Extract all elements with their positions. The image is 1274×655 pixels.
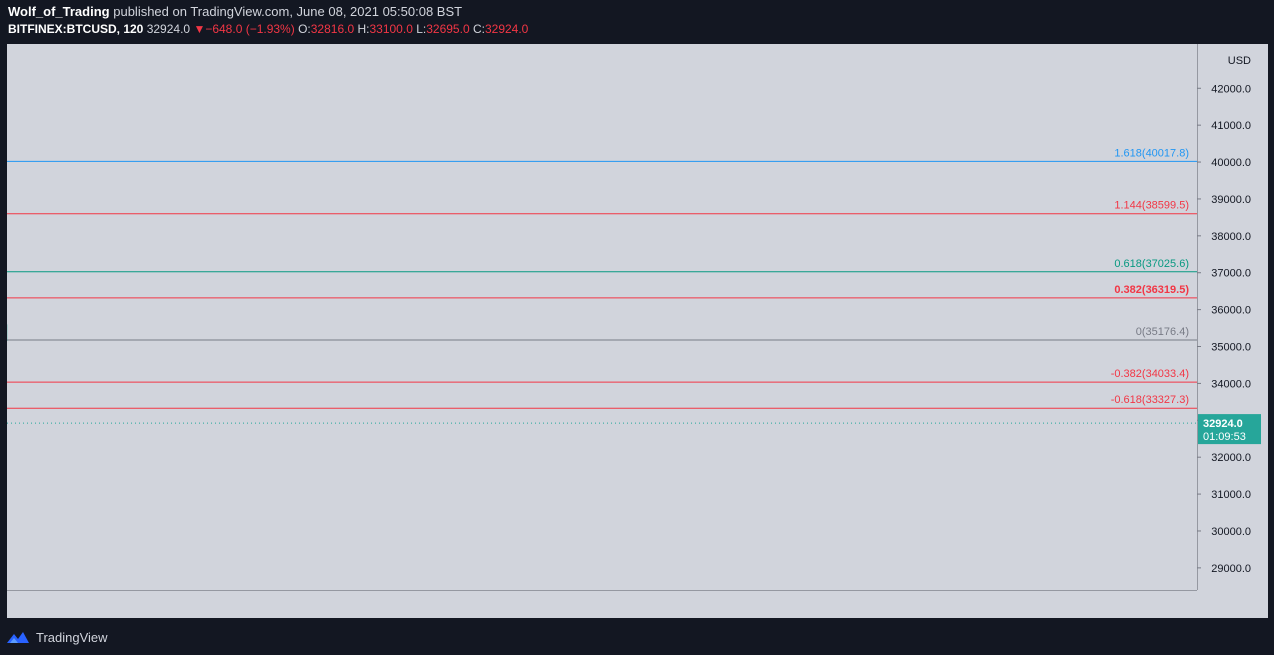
price-tick-label: 41000.0 [1211,120,1251,132]
close-label: C: [472,22,485,36]
fib-level-label: 0.382(36319.5) [1114,284,1189,296]
low-value: 32695.0 [426,22,470,36]
chart-area[interactable]: 1.618(40017.8) 1.144(38599.5) 0.618(37025.… [0,44,1268,618]
low-label: L: [416,22,427,36]
fib-level-label: -0.382(34033.4) [1111,368,1189,380]
price-tick-label: 42000.0 [1211,83,1251,95]
author-name[interactable]: Wolf_of_Trading [8,4,110,19]
high-label: H: [357,22,370,36]
change-text: −648.0 (−1.93%) [205,22,295,36]
symbol-title[interactable]: BITFINEX:BTCUSD, 120 [8,22,144,36]
open-label: O: [298,22,311,36]
close-value: 32924.0 [484,22,529,36]
footer-brand[interactable]: TradingView [6,626,108,648]
published-text: published on TradingView.com, June 08, 2… [113,4,463,19]
publish-info: Wolf_of_Trading published on TradingView… [8,4,462,19]
last-price-badge [1198,414,1261,445]
price-tick-label: 38000.0 [1211,231,1251,243]
symbol-info-bar: BITFINEX:BTCUSD, 120 32924.0 ▼−648.0 (−1… [8,22,528,36]
down-arrow-icon: ▼ [193,22,206,36]
fib-level-label: -0.618(33327.3) [1111,394,1189,406]
price-tick-label: 29000.0 [1211,563,1251,575]
last-price-text: 32924.0 [146,22,191,36]
footer-brand-text: TradingView [36,629,108,645]
candlestick-chart[interactable]: 1.618(40017.8) 1.144(38599.5) 0.618(37025.… [0,44,1268,618]
last-price-badge-value: 32924.0 [1203,418,1243,430]
tradingview-logo-icon [7,632,29,643]
price-tick-label: 40000.0 [1211,157,1251,169]
plot-background [7,44,1197,590]
price-tick-label: 32000.0 [1211,452,1251,464]
price-tick-label: 35000.0 [1211,342,1251,354]
price-tick-label: 34000.0 [1211,378,1251,390]
price-tick-label: 30000.0 [1211,526,1251,538]
fib-level-label: 1.618(40017.8) [1114,147,1189,159]
price-tick-label: 37000.0 [1211,268,1251,280]
fib-level-label: 0.618(37025.6) [1114,258,1189,270]
price-tick-label: 36000.0 [1211,305,1251,317]
currency-label: USD [1228,55,1251,67]
price-tick-label: 39000.0 [1211,194,1251,206]
price-axis [1197,44,1268,618]
high-value: 33100.0 [369,22,413,36]
price-tick-label: 31000.0 [1211,489,1251,501]
last-price-countdown: 01:09:53 [1203,431,1246,443]
fib-level-label: 1.144(38599.5) [1114,200,1189,212]
fib-level-label: 0(35176.4) [1136,326,1189,338]
open-value: 32816.0 [310,22,355,36]
